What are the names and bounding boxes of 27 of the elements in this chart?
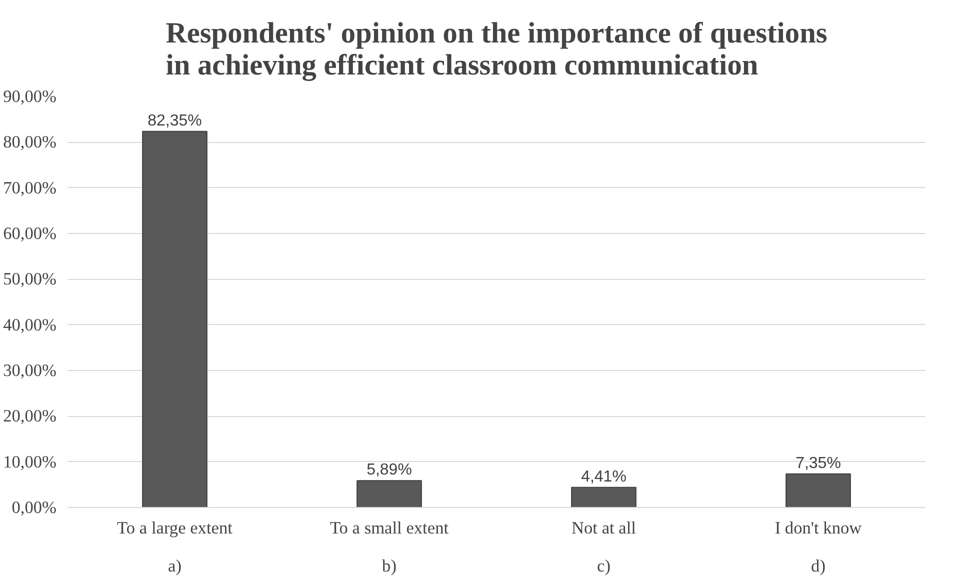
- y-tick-label: 60,00%: [3, 224, 57, 243]
- y-tick-label: 80,00%: [3, 132, 57, 152]
- bar: [356, 480, 422, 508]
- bar: [142, 130, 208, 508]
- text: b): [382, 556, 397, 576]
- text: d): [811, 556, 826, 576]
- y-tick-label: 90,00%: [3, 87, 57, 106]
- chart-title: Respondents' opinion on the importance of questions in achieving efficient classroom communication: [166, 18, 828, 82]
- x-tick-label: Not at all: [572, 518, 636, 538]
- y-tick-label: 50,00%: [3, 270, 57, 289]
- bar: [786, 473, 851, 508]
- x-tick-label: To a large extent: [117, 518, 233, 538]
- x-tick-label: I don't know: [774, 518, 862, 538]
- y-tick-label: 10,00%: [3, 452, 57, 472]
- text: c): [597, 556, 611, 576]
- data-label: 5,89%: [366, 462, 412, 479]
- data-label: 4,41%: [581, 468, 626, 486]
- text: a): [168, 556, 182, 576]
- y-tick-label: 0,00%: [12, 498, 57, 517]
- y-tick-label: 40,00%: [3, 315, 57, 334]
- bar: [571, 486, 636, 508]
- y-tick-label: 20,00%: [3, 406, 57, 426]
- x-tick-label: To a small extent: [330, 518, 449, 538]
- data-label: 82,35%: [148, 112, 202, 130]
- y-tick-label: 70,00%: [3, 178, 57, 198]
- y-tick-label: 30,00%: [3, 361, 57, 380]
- data-label: 7,35%: [796, 454, 841, 472]
